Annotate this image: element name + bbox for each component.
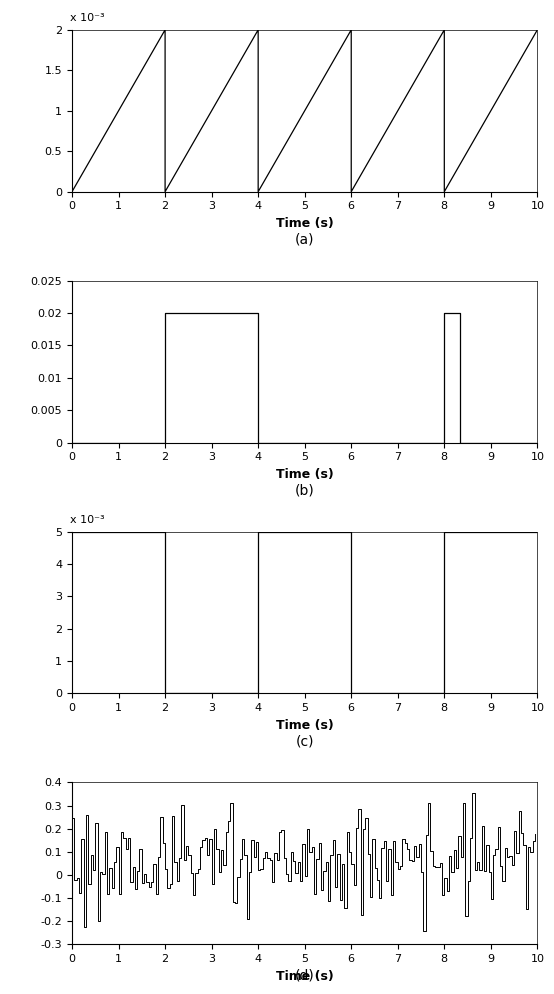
Text: (b): (b) [295,483,315,497]
Text: (a): (a) [295,233,315,247]
Text: x 10⁻³: x 10⁻³ [70,515,104,525]
X-axis label: Time (s): Time (s) [276,719,334,732]
Text: x 10⁻³: x 10⁻³ [70,13,104,23]
Text: (c): (c) [295,735,314,748]
X-axis label: Time (s): Time (s) [276,468,334,481]
X-axis label: Time (s): Time (s) [276,217,334,230]
X-axis label: Time (s): Time (s) [276,969,334,983]
Text: (d): (d) [295,969,315,983]
